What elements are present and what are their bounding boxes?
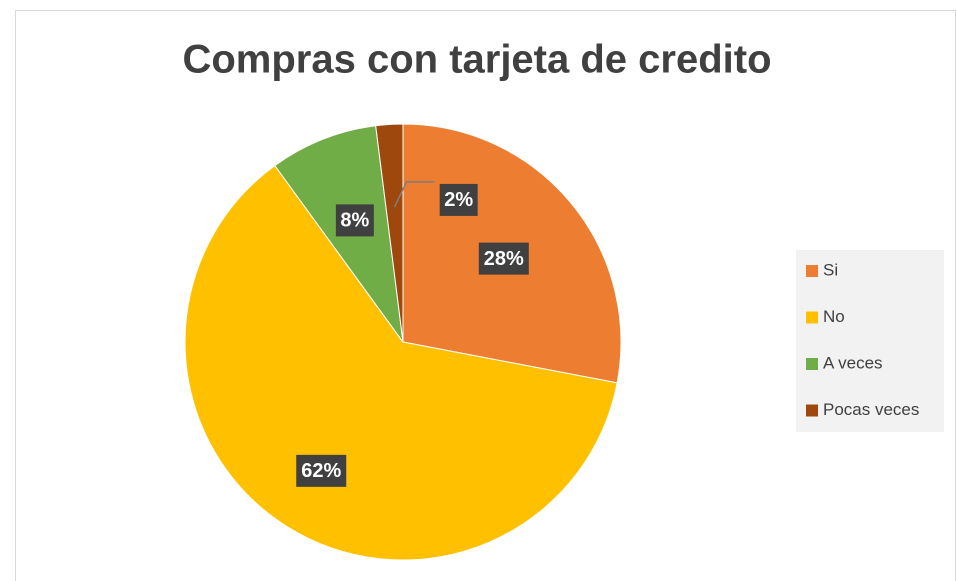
- data-label-box: [478, 242, 529, 275]
- data-label: 28%: [484, 248, 524, 270]
- legend-swatch: [806, 358, 818, 370]
- data-label-box: [296, 454, 347, 487]
- pie-slice: [375, 123, 404, 343]
- chart-title: Compras con tarjeta de credito: [182, 38, 771, 82]
- legend-label: Pocas veces: [823, 400, 919, 419]
- legend-swatch: [806, 311, 818, 324]
- data-label: 2%: [444, 189, 473, 211]
- data-label: 8%: [340, 210, 369, 232]
- legend-label: Si: [823, 260, 838, 279]
- data-label-box: [439, 183, 478, 216]
- legend-swatch: [806, 404, 818, 417]
- data-label: 62%: [301, 460, 341, 482]
- legend-box: [796, 250, 944, 432]
- legend-label: A veces: [823, 353, 883, 372]
- data-label-box: [335, 204, 374, 237]
- leader-line: [393, 181, 435, 208]
- pie-slice: [184, 164, 618, 561]
- legend-swatch: [806, 265, 818, 277]
- legend-label: No: [823, 307, 845, 326]
